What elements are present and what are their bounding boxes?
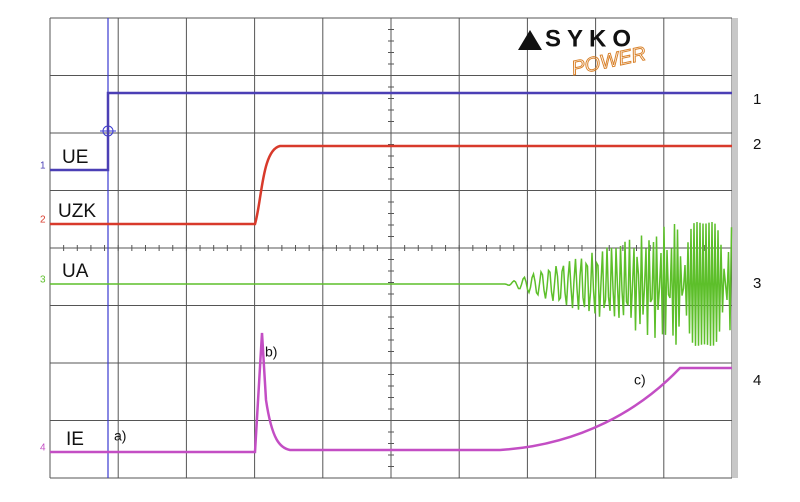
annotation: b): [265, 344, 277, 360]
channel-number: 2: [753, 136, 761, 153]
channel-number: 3: [753, 275, 761, 292]
logo-brand: SYKO: [545, 25, 637, 52]
logo-mark: [518, 30, 542, 50]
annotation: a): [114, 428, 126, 444]
trace-uzk: [50, 144, 732, 226]
trace-ue: [50, 91, 732, 172]
channel-label: UA: [62, 261, 89, 282]
channel-label: UZK: [58, 201, 96, 222]
channel-label: IE: [66, 429, 84, 450]
channel-marker: 4: [40, 443, 46, 454]
annotation: c): [634, 372, 646, 388]
channel-number: 4: [753, 372, 761, 389]
trace-ua: [50, 221, 733, 346]
channel-marker: 1: [40, 161, 46, 172]
channel-number: 1: [753, 91, 761, 108]
channel-marker: 2: [40, 215, 46, 226]
trace-ie: [50, 332, 732, 454]
channel-label: UE: [62, 147, 88, 168]
scroll-bar: [732, 18, 738, 478]
channel-marker: 3: [40, 275, 46, 286]
